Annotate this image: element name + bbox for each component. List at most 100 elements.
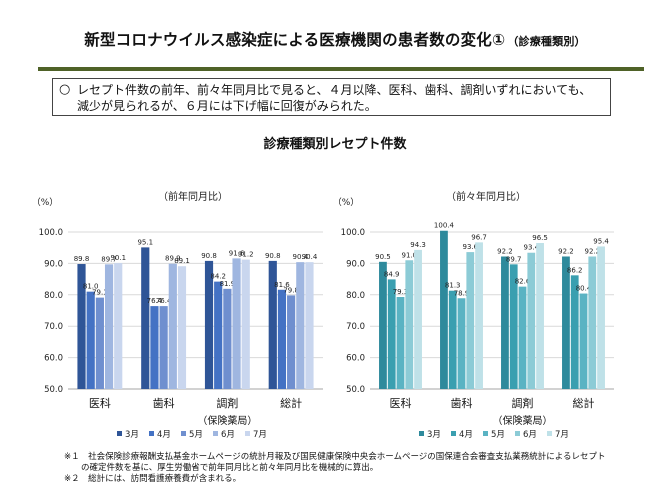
chart2-data-label: 92.2 [497,247,513,255]
chart2-bar [501,256,509,389]
chart2-legend-swatch [451,431,456,436]
chart2-legend-label: 3月 [427,430,441,440]
chart2-data-label: 95.4 [593,237,609,245]
chart2-y-tick-label: 80.0 [346,291,365,301]
chart2-bar [536,242,544,389]
page-title-suffix: （診療種類別） [507,35,586,48]
chart1-data-label: 90.8 [265,252,281,260]
chart2-legend-swatch [419,431,424,436]
chart2-legend-label: 4月 [459,430,473,440]
chart2-data-label: 81.3 [445,282,461,290]
chart1-legend-swatch [213,431,218,436]
chart1-bar [159,306,168,389]
chart2-data-label: 96.5 [532,234,548,242]
chart1-category-sublabel: （保険薬局） [197,414,257,427]
chart1-data-label: 90.4 [302,253,318,261]
chart2-data-label: 94.3 [410,241,426,249]
chart2-category-label: 調剤 [512,396,534,410]
chart2-data-label: 100.4 [434,222,455,230]
chart1-bar [168,263,177,389]
chart1-legend-label: 6月 [221,430,235,440]
chart2-bar [405,260,414,389]
chart2-y-tick-label: 90.0 [346,259,365,269]
chart1-title: （前年同月比） [158,190,228,203]
chart2-data-label: 91.0 [401,251,417,259]
page-title: 新型コロナウイルス感染症による医療機関の患者数の変化① （診療種類別） [0,28,670,50]
chart1-data-label: 90.4 [293,253,309,261]
chart1-y-tick-label: 50.0 [44,385,63,395]
chart2-bar [597,246,605,389]
chart1-legend-swatch [117,431,122,436]
chart1-bar [204,260,214,389]
chart1-data-label: 89.9 [165,255,181,263]
chart1-legend-label: 7月 [253,430,267,440]
chart2-bar [396,296,405,389]
chart2-data-label: 86.2 [567,266,583,274]
chart1-legend-swatch [149,431,154,436]
chart1-bar [177,266,187,389]
chart2-data-label: 90.5 [375,253,391,261]
chart1-data-label: 79.8 [283,286,299,294]
chart2-data-label: 96.7 [471,233,487,241]
chart1-legend-swatch [245,431,250,436]
chart1-data-label: 89.7 [101,255,117,263]
chart1-y-tick-label: 70.0 [44,322,63,332]
chart2-y-tick-label: 50.0 [346,385,365,395]
chart1-y-tick-label: 90.0 [44,259,63,269]
chart1-bar [287,295,296,389]
charts-canvas: （前年同月比） （%） 50.0 60.0 70.0 80.0 90.0 100.0 医科 89.… [32,190,614,440]
chart2-bar [579,293,588,389]
chart1-bar [77,264,86,389]
chart1-bar [277,289,287,389]
chart1-bar [296,262,305,389]
footnote-1: ※１ 社会保険診療報酬支払基金ホームページの統計月報及び国民健康保険中央会ホーム… [64,452,606,462]
chart2-y-tick-label: 60.0 [346,354,365,364]
chart2-bar [570,275,579,389]
chart2-y-tick-label: 100.0 [341,228,365,238]
chart1-category-label: 歯科 [153,396,175,410]
chart1-data-label: 95.1 [137,238,153,246]
chart2-title: （前々年同月比） [446,190,526,203]
chart2-legend-label: 5月 [491,430,505,440]
chart1-bar [114,263,123,389]
chart1-data-label: 91.2 [238,251,254,259]
chart2-bar [518,286,527,389]
chart2-legend-swatch [547,431,552,436]
chart1-data-label: 91.6 [229,249,245,257]
chart1-bar [241,259,250,389]
chart-heading: 診療種類別レセプト件数 [263,137,407,152]
chart1-data-label: 81.0 [83,283,99,291]
chart1-data-label: 90.1 [110,254,126,262]
chart1-data-label: 90.8 [201,252,217,260]
chart2-category-sublabel: （保険薬局） [493,414,553,427]
chart1-legend-swatch [181,431,186,436]
title-underline [38,67,644,71]
chart1-bar [141,247,150,389]
chart1-y-tick-label: 60.0 [44,354,63,364]
chart2-category-label: 医科 [390,396,412,410]
chart1-bar [214,281,223,389]
chart2-category-label: 歯科 [451,396,473,410]
chart2-data-label: 84.9 [384,270,400,278]
chart1-y-tick-label: 80.0 [44,291,63,301]
chart1-y-tick-label: 100.0 [39,228,63,238]
chart1-data-label: 79.1 [92,289,108,297]
chart2-bar [475,242,483,389]
chart1-category-label: 調剤 [216,396,238,410]
chart1-bar [104,264,114,389]
chart2-bar [457,298,466,389]
summary-callout: ○ レセプト件数の前年、前々年同月比で見ると、４月以降、医科、歯科、調剤いずれに… [52,78,611,116]
chart1-bar [150,306,159,389]
chart1-bar [268,260,277,389]
chart1-bar [232,258,241,389]
chart2-data-label: 80.4 [576,285,592,293]
chart1-data-label: 89.8 [74,255,90,263]
chart1-bar [223,288,232,389]
chart1-legend-label: 3月 [125,430,139,440]
chart2-data-label: 78.9 [454,289,470,297]
chart1-legend-label: 4月 [157,430,171,440]
chart1-data-label: 81.9 [220,280,236,288]
chart1-unit-label: （%） [32,197,59,208]
chart2-bar [448,290,457,389]
chart2-bar [466,252,475,389]
